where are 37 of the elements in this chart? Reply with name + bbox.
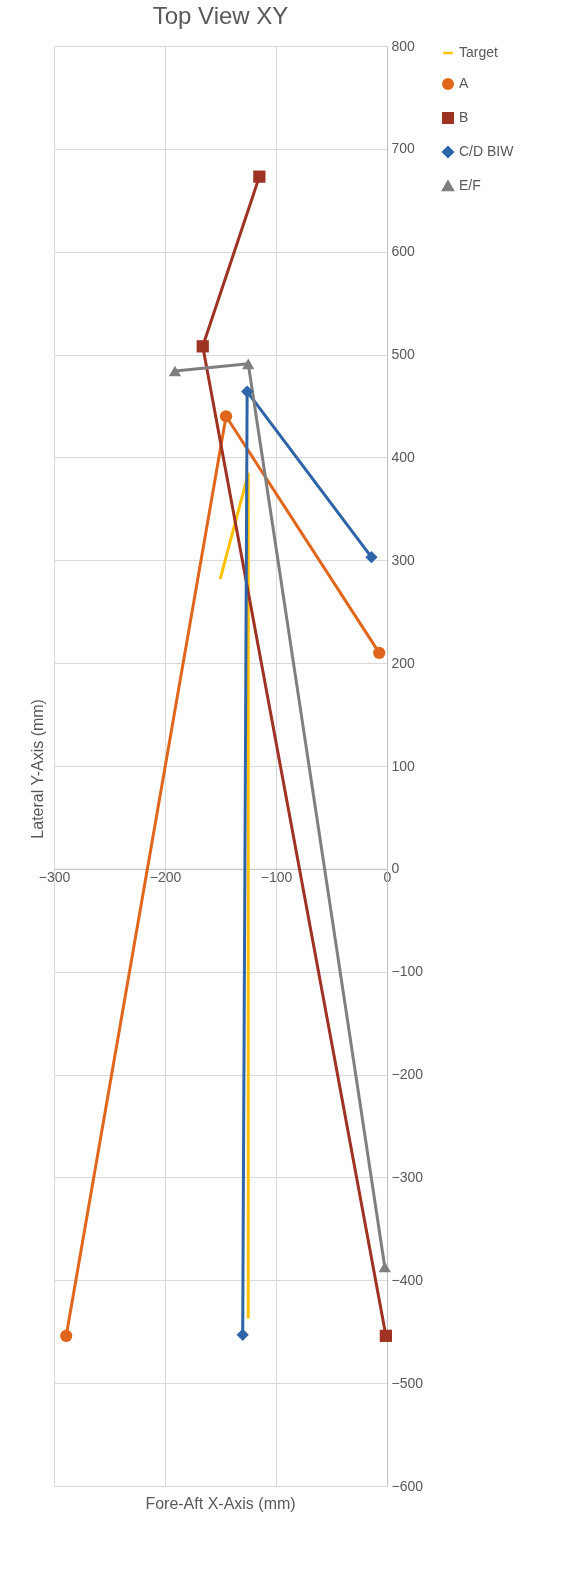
x-axis-title: Fore-Aft X-Axis (mm) <box>145 1495 296 1512</box>
x-tick-label: −200 <box>149 869 182 886</box>
x-tick-label: −300 <box>38 869 71 886</box>
y-tick-label: −200 <box>391 1066 424 1083</box>
legend-label: C/D BIW <box>459 143 515 159</box>
point <box>373 646 386 659</box>
y-tick-label: 200 <box>391 654 416 671</box>
y-tick-label: 800 <box>391 37 416 54</box>
point <box>168 365 182 377</box>
y-tick-label: −600 <box>391 1477 424 1494</box>
legend-label: Target <box>459 44 499 60</box>
y-tick-label: −300 <box>391 1168 424 1185</box>
y-tick-label: 400 <box>391 448 416 465</box>
point <box>378 1261 391 1273</box>
point <box>253 170 266 183</box>
point <box>60 1329 73 1342</box>
point <box>241 385 254 398</box>
point <box>379 1329 393 1342</box>
y-axis-title: Lateral Y-Axis (mm) <box>29 699 46 839</box>
point <box>196 340 209 353</box>
y-tick-label: −400 <box>391 1271 424 1288</box>
legend-label: A <box>459 75 469 91</box>
point <box>236 1328 249 1341</box>
y-tick-label: 300 <box>391 551 416 568</box>
y-tick-label: 100 <box>391 757 416 774</box>
point <box>365 551 378 564</box>
y-tick-label: 600 <box>391 243 416 260</box>
x-tick-label: −100 <box>260 869 293 886</box>
y-tick-label: −500 <box>391 1374 424 1391</box>
chart-title: Top View XY <box>152 2 289 29</box>
point <box>242 358 255 370</box>
legend-label: B <box>459 109 469 125</box>
point <box>219 410 233 423</box>
y-tick-label: −100 <box>391 963 424 980</box>
y-tick-label: 500 <box>391 346 416 363</box>
legend-label: E/F <box>459 177 481 193</box>
y-tick-label: 700 <box>391 140 416 157</box>
